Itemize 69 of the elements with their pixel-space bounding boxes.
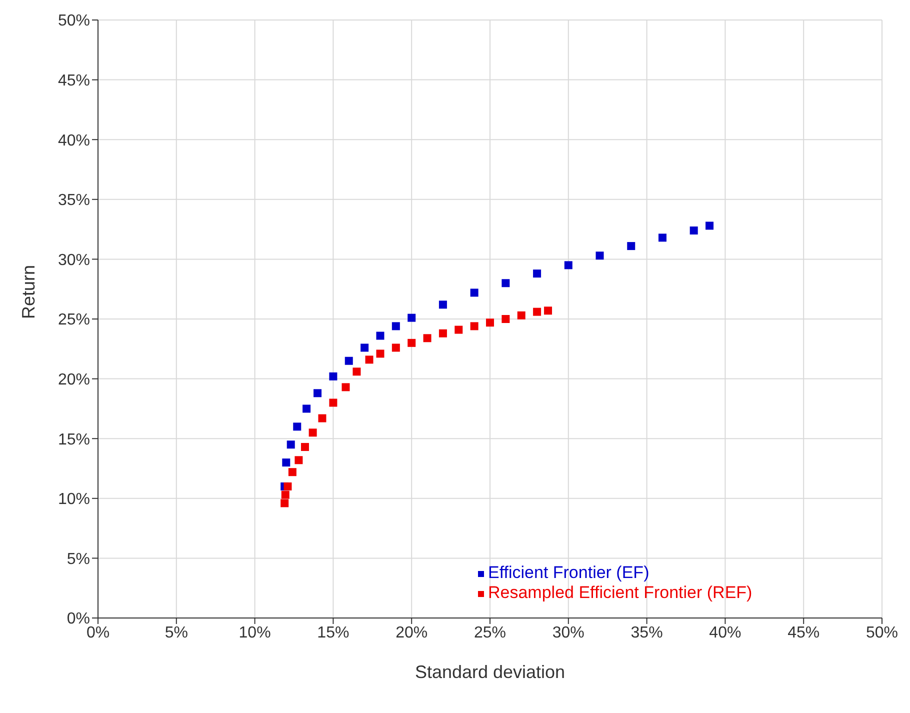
x-tick-label: 20% bbox=[396, 624, 428, 642]
point bbox=[282, 458, 290, 467]
point bbox=[376, 350, 384, 358]
point bbox=[470, 322, 478, 330]
point bbox=[533, 308, 542, 316]
point bbox=[342, 383, 350, 392]
x-axis-title: Standard deviation bbox=[414, 662, 566, 682]
y-tick-label: 10% bbox=[58, 491, 90, 508]
point bbox=[438, 329, 447, 338]
legend-label: Resampled Efficient Frontier (REF) bbox=[488, 583, 752, 602]
point bbox=[300, 442, 309, 451]
y-tick-label: 45% bbox=[58, 72, 90, 90]
point bbox=[564, 261, 572, 270]
point bbox=[352, 368, 361, 376]
point bbox=[293, 422, 302, 431]
point bbox=[376, 332, 384, 340]
y-axis-title: Return bbox=[18, 264, 38, 319]
point bbox=[502, 315, 510, 323]
point bbox=[284, 482, 292, 490]
point bbox=[502, 279, 510, 288]
point bbox=[544, 306, 552, 315]
point bbox=[360, 344, 369, 352]
x-tick-label: 10% bbox=[238, 624, 271, 642]
point bbox=[288, 468, 296, 476]
point bbox=[329, 398, 338, 407]
point bbox=[280, 499, 289, 508]
point bbox=[318, 414, 326, 422]
point bbox=[408, 338, 416, 347]
point bbox=[302, 404, 311, 413]
point bbox=[286, 440, 295, 449]
point bbox=[392, 344, 400, 352]
point bbox=[314, 389, 322, 398]
x-tick-label: 25% bbox=[474, 624, 506, 642]
y-tick-label: 20% bbox=[58, 371, 90, 388]
x-tick-label: 5% bbox=[164, 624, 188, 642]
point bbox=[627, 242, 636, 250]
point bbox=[392, 322, 400, 330]
point bbox=[596, 252, 604, 260]
point bbox=[408, 314, 416, 322]
x-tick-label: 15% bbox=[317, 624, 350, 642]
x-tick-label: 40% bbox=[709, 624, 742, 642]
point bbox=[329, 372, 338, 380]
y-tick-label: 25% bbox=[58, 312, 90, 329]
legend-label: Efficient Frontier (EF) bbox=[488, 563, 650, 582]
point bbox=[365, 356, 374, 364]
point bbox=[308, 428, 317, 437]
point bbox=[344, 356, 353, 365]
point bbox=[470, 288, 478, 297]
x-tick-label: 45% bbox=[788, 624, 820, 642]
point bbox=[517, 311, 526, 320]
x-tick-label: 30% bbox=[552, 624, 584, 642]
y-tick-label: 15% bbox=[58, 431, 90, 448]
point bbox=[690, 226, 698, 234]
point bbox=[294, 456, 303, 464]
x-tick-label: 35% bbox=[630, 624, 663, 642]
y-tick-label: 35% bbox=[58, 192, 90, 210]
point bbox=[281, 490, 290, 499]
point bbox=[454, 326, 463, 334]
point bbox=[438, 300, 447, 309]
y-tick-label: 40% bbox=[58, 132, 90, 150]
point bbox=[706, 222, 714, 230]
x-tick-label: 50% bbox=[866, 624, 898, 642]
y-tick-label: 5% bbox=[66, 550, 90, 568]
point bbox=[658, 234, 666, 242]
point bbox=[533, 270, 542, 278]
point bbox=[423, 334, 432, 342]
point bbox=[486, 318, 494, 327]
y-tick-label: 30% bbox=[58, 252, 90, 269]
y-tick-label: 50% bbox=[58, 12, 90, 30]
